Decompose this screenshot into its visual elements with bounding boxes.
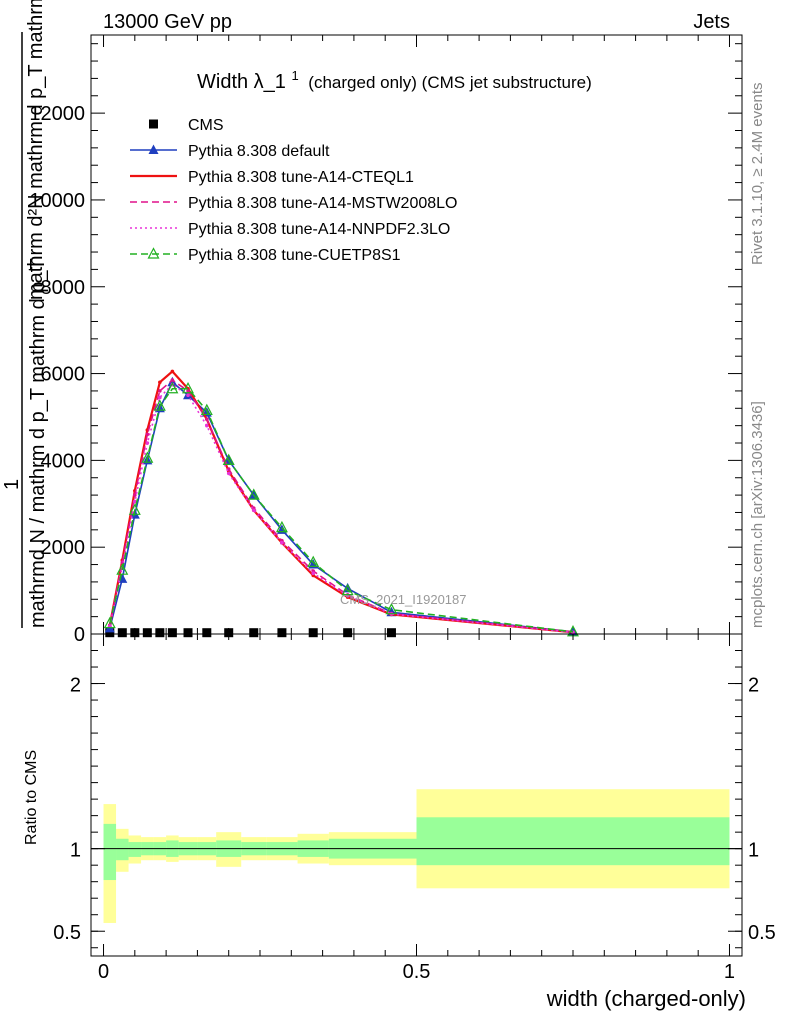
jets-label: Jets (693, 11, 730, 33)
data-point (170, 378, 175, 382)
series-line (108, 387, 574, 633)
data-point (275, 520, 288, 533)
main-y-ticks: 0 2000 4000 6000 8000 10000 12000 (29, 35, 742, 646)
ratio-inner-band (116, 838, 129, 861)
data-point (186, 393, 190, 398)
plot-subtitle: (charged only) (CMS jet substructure) (308, 73, 591, 92)
data-point (307, 555, 320, 567)
data-point (130, 628, 140, 638)
data-point (117, 628, 127, 638)
legend: CMS Pythia 8.308 default Pythia 8.308 tune… (130, 117, 457, 264)
data-point (277, 628, 287, 638)
data-point (103, 616, 116, 629)
data-point (141, 451, 154, 463)
y-label-denominator: mathrmd N / mathrm d p_T mathrm d p_T (27, 258, 49, 628)
x-tick-label: 0.5 (403, 961, 431, 983)
energy-label: 13000 GeV pp (103, 11, 232, 33)
data-point (222, 453, 235, 465)
ratio-inner-band (416, 817, 730, 866)
ratio-y-tick-label-right: 0.5 (748, 922, 776, 944)
legend-label: Pythia 8.308 tune-A14-CTEQL1 (188, 169, 414, 186)
ratio-uncertainty-bands (103, 789, 730, 923)
data-point (105, 628, 115, 638)
data-point (249, 628, 259, 638)
legend-label: Pythia 8.308 tune-A14-MSTW2008LO (188, 195, 457, 212)
x-axis-label: width (charged-only) (546, 986, 746, 1011)
y-tick-label: 2000 (41, 537, 86, 559)
y-tick-label: 8000 (41, 277, 86, 299)
y-tick-label: 6000 (41, 364, 86, 386)
data-point (186, 389, 190, 393)
data-point (205, 417, 209, 421)
y-tick-label: 10000 (29, 190, 85, 212)
data-point (158, 389, 162, 393)
data-point (158, 380, 162, 385)
data-point (343, 628, 353, 638)
data-point (153, 399, 166, 411)
legend-label: Pythia 8.308 default (188, 143, 330, 160)
x-tick-label: 0 (98, 961, 109, 983)
data-point (280, 541, 284, 545)
data-point (200, 403, 213, 416)
rivet-version-label: Rivet 3.1.10, ≥ 2.4M events (749, 83, 766, 266)
ratio-y-tick-label: 2 (70, 675, 81, 697)
data-point (170, 369, 175, 374)
legend-marker (149, 119, 158, 129)
data-point (182, 381, 195, 394)
data-point (167, 628, 177, 638)
data-point (133, 493, 137, 497)
analysis-watermark: CMS_2021_I1920187 (340, 592, 467, 607)
ratio-y-label: Ratio to CMS (23, 750, 40, 845)
data-point (145, 441, 150, 445)
data-point (133, 499, 137, 504)
ratio-inner-band (103, 823, 117, 881)
data-point (166, 381, 179, 394)
data-point (341, 583, 354, 596)
y-label-numerator: 1 (1, 479, 23, 490)
data-point (128, 503, 141, 515)
y-tick-label: 4000 (41, 450, 86, 472)
mcplots-label: mcplots.cern.ch [arXiv:1306.3436] (749, 401, 766, 628)
ratio-axes-ticks: 0.5 0.5 1 1 2 2 0 0.5 1 (53, 634, 776, 983)
ratio-y-tick-label-right: 1 (748, 840, 759, 862)
y-tick-label: 0 (74, 624, 85, 646)
data-point (226, 471, 231, 476)
legend-label: Pythia 8.308 tune-CUETP8S1 (188, 247, 401, 264)
plot-title: Width λ_1 1 (charged only) (CMS jet subs… (197, 63, 592, 93)
data-point (142, 628, 152, 638)
data-point (202, 628, 212, 638)
x-tick-label: 1 (724, 961, 735, 983)
data-point (224, 628, 234, 638)
ratio-inner-band (128, 842, 142, 857)
data-point (247, 488, 260, 500)
main-plot-area (103, 369, 579, 638)
ratio-y-tick-label-right: 2 (748, 675, 759, 697)
y-tick-label: 12000 (29, 103, 85, 125)
main-y-axis-label: 1 mathrm d²N mathrm d p_T mathrm d lambd… (1, 0, 49, 628)
legend-label: CMS (188, 117, 224, 134)
data-point (155, 628, 165, 638)
plot-title-main: Width λ_1 (197, 71, 286, 93)
series-5 (103, 381, 579, 637)
data-point (145, 432, 150, 437)
series-0 (105, 628, 396, 638)
data-point (116, 563, 129, 575)
data-point (385, 602, 398, 615)
data-point (308, 628, 318, 638)
data-point (183, 628, 193, 638)
ratio-y-tick-label: 1 (70, 840, 81, 862)
legend-label: Pythia 8.308 tune-A14-NNPDF2.3LO (188, 221, 450, 238)
data-point (205, 423, 209, 428)
data-point (251, 508, 256, 513)
y-label-alt: mathrm d²N mathrm d p_T mathrm d lambda (25, 0, 47, 300)
data-point (311, 571, 316, 576)
legend-marker (147, 247, 160, 259)
ratio-y-tick-label: 0.5 (53, 922, 81, 944)
legend-marker (148, 144, 159, 154)
data-point (386, 628, 396, 638)
data-point (158, 395, 162, 400)
plot-title-sup: 1 (292, 68, 299, 83)
